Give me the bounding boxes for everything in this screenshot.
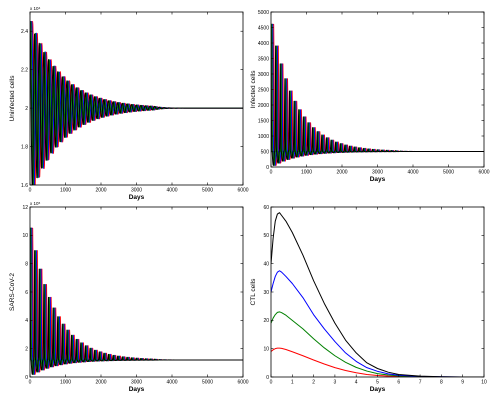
x-tick-label: 5 xyxy=(376,380,379,386)
y-tick-label: 12 xyxy=(22,205,28,211)
y-exponent-label: x 10⁵ xyxy=(30,201,41,206)
series-line-4 xyxy=(271,347,484,377)
x-tick-label: 7 xyxy=(419,380,422,386)
x-tick-label: 10 xyxy=(481,380,487,386)
y-tick-label: 5000 xyxy=(258,10,269,16)
series-line-1 xyxy=(30,228,243,375)
x-axis-label: Days xyxy=(370,386,386,393)
y-tick-label: 60 xyxy=(263,205,269,211)
y-tick-label: 40 xyxy=(263,261,269,267)
y-tick-label: 8 xyxy=(25,261,28,267)
x-tick-label: 6000 xyxy=(478,170,489,176)
y-tick-label: 10 xyxy=(22,233,28,239)
x-tick-label: 1000 xyxy=(60,188,71,194)
x-tick-label: 9 xyxy=(461,380,464,386)
x-tick-label: 2 xyxy=(312,380,315,386)
series-line-1 xyxy=(271,24,484,166)
x-tick-label: 3000 xyxy=(372,170,383,176)
y-tick-label: 0 xyxy=(25,375,28,381)
x-tick-label: 4000 xyxy=(166,380,177,386)
x-tick-label: 6000 xyxy=(237,188,248,194)
y-tick-label: 2000 xyxy=(258,103,269,109)
x-tick-label: 2000 xyxy=(336,170,347,176)
y-tick-label: 2.2 xyxy=(21,67,28,73)
series-line-1 xyxy=(271,212,484,377)
x-tick-label: 6000 xyxy=(237,380,248,386)
chart-panel-3: 0 1000 2000 3000 4000 5000 6000 0 2 4 6 8 10 12x 10⁵ D… xyxy=(9,201,249,393)
x-tick-label: 0 xyxy=(29,380,32,386)
x-tick-label: 5000 xyxy=(443,170,454,176)
x-tick-label: 5000 xyxy=(202,188,213,194)
y-tick-label: 2 xyxy=(25,346,28,352)
y-tick-label: 500 xyxy=(261,149,270,155)
x-tick-label: 3000 xyxy=(131,380,142,386)
y-tick-label: 4500 xyxy=(258,25,269,31)
x-tick-label: 3000 xyxy=(131,188,142,194)
y-tick-label: 0 xyxy=(266,165,269,171)
y-tick-label: 10 xyxy=(263,346,269,352)
x-tick-label: 2000 xyxy=(95,188,106,194)
x-tick-label: 8 xyxy=(440,380,443,386)
y-tick-label: 0 xyxy=(266,375,269,381)
x-tick-label: 4000 xyxy=(166,188,177,194)
x-tick-label: 0 xyxy=(270,170,273,176)
y-tick-label: 50 xyxy=(263,233,269,239)
y-axis-label: Infected cells xyxy=(250,70,257,109)
y-tick-label: 4 xyxy=(25,318,28,324)
x-tick-label: 0 xyxy=(29,188,32,194)
y-tick-label: 30 xyxy=(263,290,269,296)
chart-panel-2: 0 1000 2000 3000 4000 5000 6000 0 500 1000 1500 200… xyxy=(250,10,490,183)
y-tick-label: 3000 xyxy=(258,72,269,78)
y-tick-label: 4000 xyxy=(258,41,269,47)
series-line-2 xyxy=(271,270,484,377)
x-tick-label: 5000 xyxy=(202,380,213,386)
series-line-1 xyxy=(30,21,243,185)
y-tick-label: 2.4 xyxy=(21,29,28,35)
x-tick-label: 3 xyxy=(334,380,337,386)
y-tick-label: 1.6 xyxy=(21,183,28,189)
x-tick-label: 1000 xyxy=(60,380,71,386)
series-line-3 xyxy=(271,311,484,377)
y-tick-label: 2500 xyxy=(258,87,269,93)
x-tick-label: 2000 xyxy=(95,380,106,386)
y-axis-label: CTL cells xyxy=(250,278,257,306)
x-tick-label: 1 xyxy=(291,380,294,386)
x-tick-label: 0 xyxy=(270,380,273,386)
chart-panel-1: 0 1000 2000 3000 4000 5000 6000 1.6 1.8 2 2.2 2.4 x … xyxy=(9,6,249,201)
x-axis-label: Days xyxy=(129,386,145,393)
y-tick-label: 1000 xyxy=(258,134,269,140)
x-tick-label: 4 xyxy=(355,380,358,386)
y-tick-label: 2 xyxy=(25,106,28,112)
y-tick-label: 1.8 xyxy=(21,144,28,150)
axes-frame xyxy=(270,206,485,378)
y-tick-label: 1500 xyxy=(258,118,269,124)
y-axis-label: SARS-CoV-2 xyxy=(9,273,16,311)
y-tick-label: 20 xyxy=(263,318,269,324)
y-axis-label: Uninfected cells xyxy=(9,75,16,122)
x-tick-label: 4000 xyxy=(407,170,418,176)
x-tick-label: 6 xyxy=(397,380,400,386)
chart-panel-4: 0 1 2 3 4 5 6 7 8 9 10 0 10 20 30 40 50 60 Days CTL cells xyxy=(250,205,487,393)
x-tick-label: 1000 xyxy=(301,170,312,176)
y-tick-label: 3500 xyxy=(258,56,269,62)
y-tick-label: 6 xyxy=(25,290,28,296)
x-axis-label: Days xyxy=(129,194,145,201)
x-axis-label: Days xyxy=(370,176,386,183)
y-exponent-label: x 10⁴ xyxy=(30,6,41,11)
